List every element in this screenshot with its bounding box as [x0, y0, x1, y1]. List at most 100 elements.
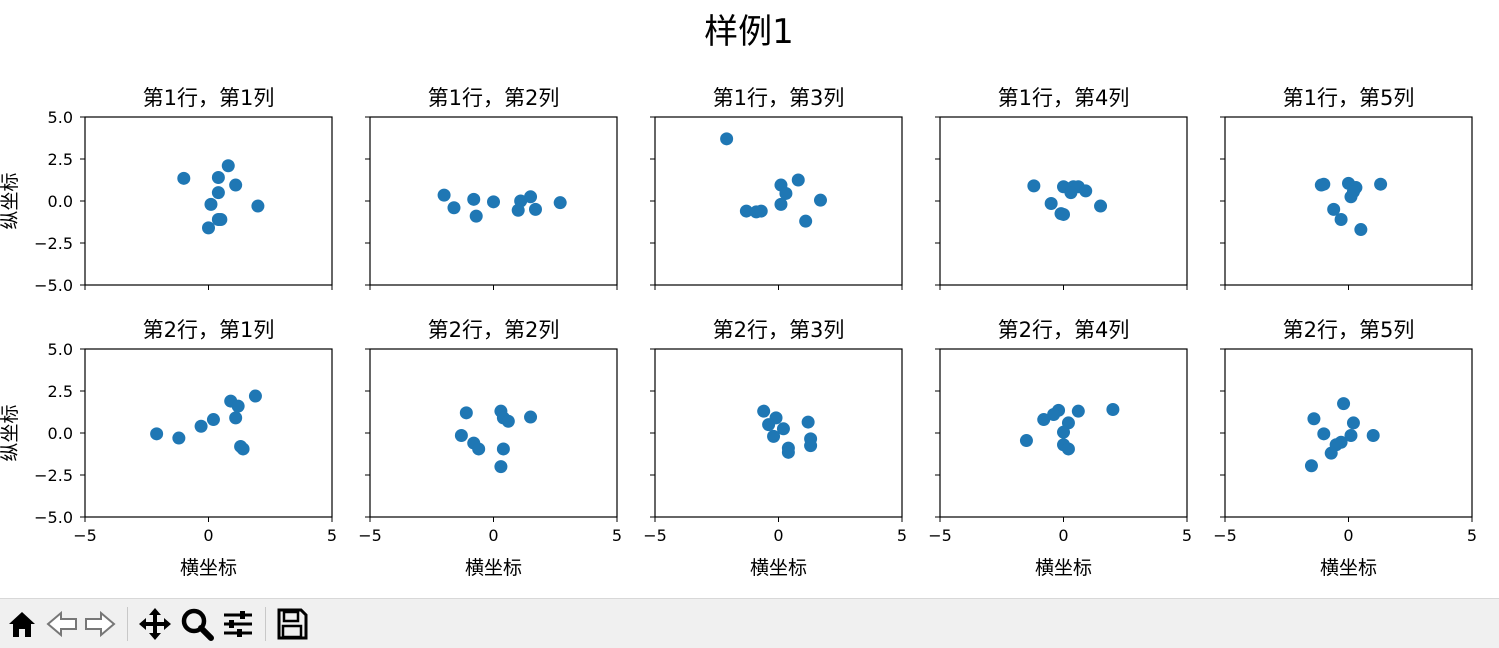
data-point — [150, 427, 164, 441]
data-point — [1027, 179, 1041, 193]
x-tick-label: 0 — [488, 526, 498, 545]
y-tick-label: 0.0 — [48, 192, 73, 211]
data-point — [754, 204, 768, 218]
x-axis-label: 横坐标 — [1320, 557, 1377, 579]
navigation-toolbar — [0, 598, 1499, 648]
data-point — [762, 418, 776, 432]
data-point — [1064, 186, 1078, 200]
data-point — [1327, 202, 1341, 216]
y-tick-label: −2.5 — [34, 466, 73, 485]
data-point — [496, 442, 510, 456]
y-tick-label: 0.0 — [48, 424, 73, 443]
subplot-title: 第2行，第1列 — [143, 318, 275, 342]
x-tick-label: 0 — [1058, 526, 1068, 545]
data-point — [524, 410, 538, 424]
data-point — [211, 186, 225, 200]
data-point — [720, 132, 734, 146]
data-point — [214, 212, 228, 226]
data-point — [467, 192, 481, 206]
data-point — [1037, 413, 1051, 427]
data-point — [1334, 212, 1348, 226]
pan-move-icon — [139, 608, 171, 640]
data-point — [1094, 199, 1108, 213]
data-point — [553, 196, 567, 210]
data-point — [1317, 177, 1331, 191]
subplot-title: 第1行，第5列 — [1283, 86, 1415, 110]
x-tick-label: 0 — [203, 526, 213, 545]
data-point — [472, 442, 486, 456]
data-point — [779, 186, 793, 200]
data-point — [177, 171, 191, 185]
forward-button[interactable] — [82, 606, 118, 642]
x-tick-label: −5 — [928, 526, 952, 545]
x-tick-label: −5 — [1213, 526, 1237, 545]
y-tick-label: 2.5 — [48, 150, 73, 169]
y-tick-label: −5.0 — [34, 276, 73, 295]
toolbar-separator — [265, 607, 266, 641]
x-axis-label: 横坐标 — [180, 557, 237, 579]
data-point — [1374, 177, 1388, 191]
data-point — [524, 190, 538, 204]
subplot-title: 第2行，第3列 — [713, 318, 845, 342]
data-point — [804, 439, 818, 453]
data-point — [774, 197, 788, 211]
x-axis-label: 横坐标 — [465, 557, 522, 579]
back-arrow-icon — [46, 610, 77, 638]
forward-arrow-icon — [85, 610, 116, 638]
data-point — [251, 199, 265, 213]
data-point — [1307, 412, 1321, 426]
configure-subplots-button[interactable] — [220, 606, 256, 642]
data-point — [454, 429, 468, 443]
data-point — [487, 195, 500, 209]
zoom-button[interactable] — [179, 606, 215, 642]
home-button[interactable] — [4, 606, 40, 642]
figure-canvas: 样例1 第1行，第1列 5.0 2.5 0.0 −2.5 −5.0 纵坐标 第1行，第2列 第1… — [0, 12, 1477, 579]
subplot-title: 第2行，第4列 — [998, 318, 1130, 342]
pan-button[interactable] — [137, 606, 173, 642]
subplot-title: 第1行，第2列 — [428, 86, 560, 110]
data-point — [1346, 416, 1360, 430]
data-point — [1057, 425, 1070, 439]
data-point — [776, 422, 790, 436]
data-point — [1324, 446, 1338, 460]
data-point — [229, 411, 243, 425]
x-tick-label: 5 — [612, 526, 622, 545]
data-point — [767, 429, 781, 443]
data-point — [1061, 442, 1075, 456]
data-point — [494, 460, 508, 474]
data-point — [221, 159, 235, 173]
y-tick-label: 5.0 — [48, 108, 73, 127]
data-point — [211, 170, 225, 184]
data-point — [757, 404, 771, 418]
x-tick-label: 0 — [773, 526, 783, 545]
y-tick-label: −2.5 — [34, 234, 73, 253]
x-tick-label: −5 — [358, 526, 382, 545]
save-button[interactable] — [274, 606, 310, 642]
data-point — [511, 203, 525, 217]
data-point — [1317, 427, 1331, 441]
x-tick-label: 0 — [1343, 526, 1353, 545]
data-point — [1019, 434, 1033, 448]
x-tick-label: 5 — [897, 526, 907, 545]
x-tick-label: 5 — [327, 526, 337, 545]
data-point — [1047, 408, 1061, 422]
save-floppy-icon — [277, 608, 308, 640]
data-point — [469, 209, 483, 223]
data-point — [528, 202, 542, 216]
subplot-title: 第1行，第1列 — [143, 86, 275, 110]
data-point — [447, 201, 461, 215]
data-point — [459, 406, 473, 420]
x-tick-label: 5 — [1467, 526, 1477, 545]
subplot-title: 第1行，第3列 — [713, 86, 845, 110]
zoom-magnifier-icon — [181, 608, 214, 641]
data-point — [437, 188, 451, 202]
y-axis-label: 纵坐标 — [0, 172, 21, 229]
back-button[interactable] — [44, 606, 80, 642]
x-axis-label: 横坐标 — [1035, 557, 1092, 579]
data-point — [202, 221, 215, 235]
data-point — [791, 173, 805, 187]
data-point — [1057, 207, 1070, 221]
x-tick-label: 5 — [1182, 526, 1192, 545]
data-point — [813, 193, 827, 207]
subplots-config-icon — [224, 611, 252, 637]
